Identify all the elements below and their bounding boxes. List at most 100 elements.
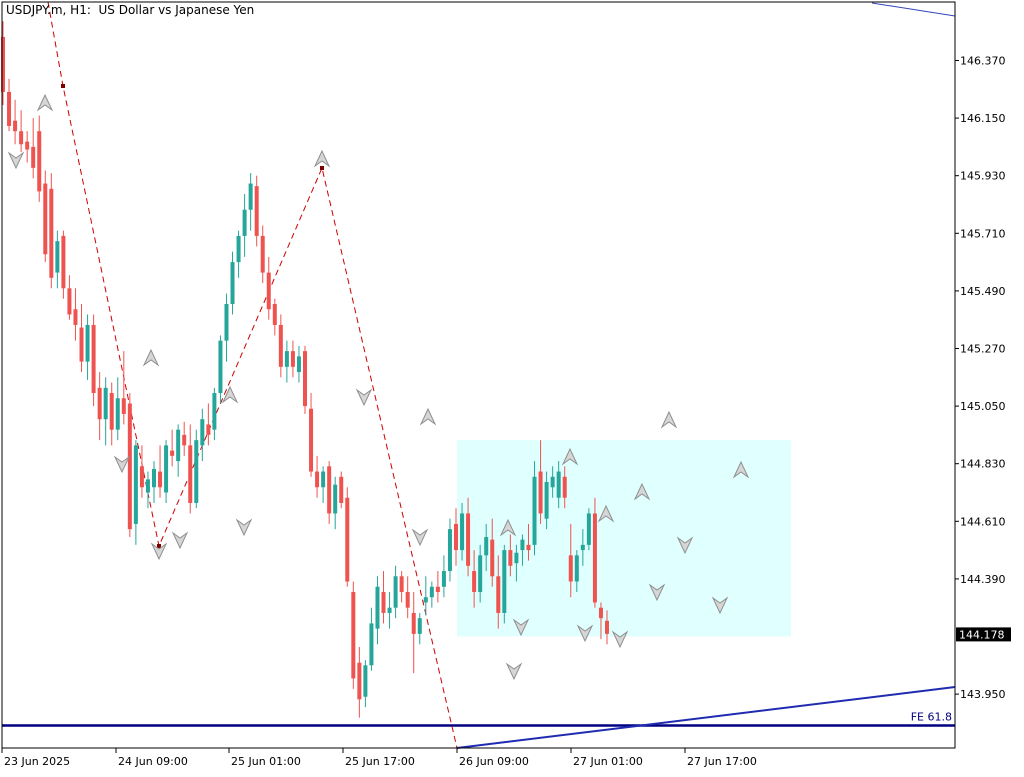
candle <box>357 646 362 718</box>
fractal-up-arrow <box>499 518 517 537</box>
candle <box>212 387 217 441</box>
candle <box>309 393 314 477</box>
candle <box>496 555 501 629</box>
candle-body <box>393 576 398 608</box>
candle-body <box>417 618 422 634</box>
candle-body <box>532 476 537 545</box>
candle <box>115 377 120 441</box>
candle-body <box>115 398 120 430</box>
y-tick-label: 146.150 <box>960 112 1006 125</box>
candle-body <box>399 576 404 592</box>
candle-body <box>79 327 84 362</box>
candle <box>441 555 446 598</box>
fractal-up-arrow <box>660 410 678 429</box>
x-tick-label: 26 Jun 09:00 <box>459 755 529 768</box>
candle <box>272 298 277 336</box>
zigzag-pivot <box>61 84 65 88</box>
candle-body <box>405 591 410 608</box>
candle <box>514 544 519 582</box>
candle <box>460 502 465 561</box>
axes-layer: 146.370 146.150 145.930 145.710 145.490 145.2… <box>1 1 1011 768</box>
candle-body <box>550 476 555 488</box>
current-price-marker <box>956 627 1011 642</box>
candle <box>182 421 187 456</box>
candle <box>133 440 138 545</box>
candle-body <box>7 91 12 126</box>
candle <box>520 534 525 566</box>
candle-body <box>345 497 350 582</box>
candle <box>375 576 380 645</box>
candle <box>206 403 211 446</box>
candle-body <box>152 468 156 488</box>
candle-body <box>200 419 205 446</box>
candle-body <box>472 571 477 592</box>
candle <box>351 581 356 689</box>
candle-body <box>85 324 90 362</box>
x-tick-label: 25 Jun 01:00 <box>231 755 301 768</box>
candle <box>284 340 289 383</box>
candle-body <box>598 607 603 619</box>
candle-body <box>230 262 235 304</box>
candle <box>592 497 597 608</box>
fractal-up-arrow <box>36 93 54 112</box>
candle-body <box>315 471 320 488</box>
candle-body <box>339 476 344 503</box>
candle-body <box>236 235 241 263</box>
candle-body <box>363 665 368 697</box>
candle-body <box>514 552 519 564</box>
x-tick-label: 27 Jun 17:00 <box>687 755 757 768</box>
candle-body <box>562 476 567 498</box>
candle-body <box>212 393 217 430</box>
candle <box>598 602 603 640</box>
candle <box>49 173 54 289</box>
y-tick-label: 145.490 <box>960 285 1006 298</box>
candle-body <box>272 303 277 325</box>
candle <box>472 550 477 608</box>
candle <box>411 591 416 674</box>
zigzag-pivot <box>157 544 161 548</box>
candle <box>236 230 241 278</box>
candle <box>127 393 132 538</box>
candle-body <box>605 620 609 634</box>
candle-body <box>369 623 374 666</box>
candle <box>399 571 404 603</box>
candle <box>605 610 609 645</box>
candle-body <box>19 131 24 145</box>
candle <box>158 445 163 498</box>
candle <box>31 118 36 179</box>
candle-body <box>25 141 30 150</box>
fractal-down-arrow <box>235 518 253 537</box>
candle <box>194 429 199 509</box>
candle-body <box>327 466 332 514</box>
candle <box>1 21 5 106</box>
candle <box>145 471 150 509</box>
candle-body <box>97 387 102 420</box>
y-tick-label: 146.370 <box>960 55 1006 68</box>
candle-body <box>170 450 175 456</box>
candle <box>296 345 301 383</box>
candle-body <box>188 445 193 503</box>
candle-body <box>164 445 169 493</box>
fractal-down-arrow <box>505 662 523 681</box>
candle-body <box>538 471 543 514</box>
candle <box>339 471 344 509</box>
candle <box>152 461 156 503</box>
fractal-up-arrow <box>732 460 750 479</box>
candle-body <box>496 576 501 613</box>
candle <box>562 466 567 509</box>
range-box <box>457 440 791 637</box>
candle-body <box>303 351 307 407</box>
candle <box>484 523 489 572</box>
fractal-up-arrow <box>561 447 579 466</box>
candle <box>43 170 48 263</box>
fractal-up-arrow <box>419 407 437 426</box>
candle-body <box>375 586 380 629</box>
candle-body <box>435 586 440 592</box>
range-box-layer <box>457 440 791 637</box>
candle <box>417 612 422 645</box>
candle-body <box>381 591 386 613</box>
candle <box>466 497 471 577</box>
fractal-down-arrow <box>355 388 373 407</box>
